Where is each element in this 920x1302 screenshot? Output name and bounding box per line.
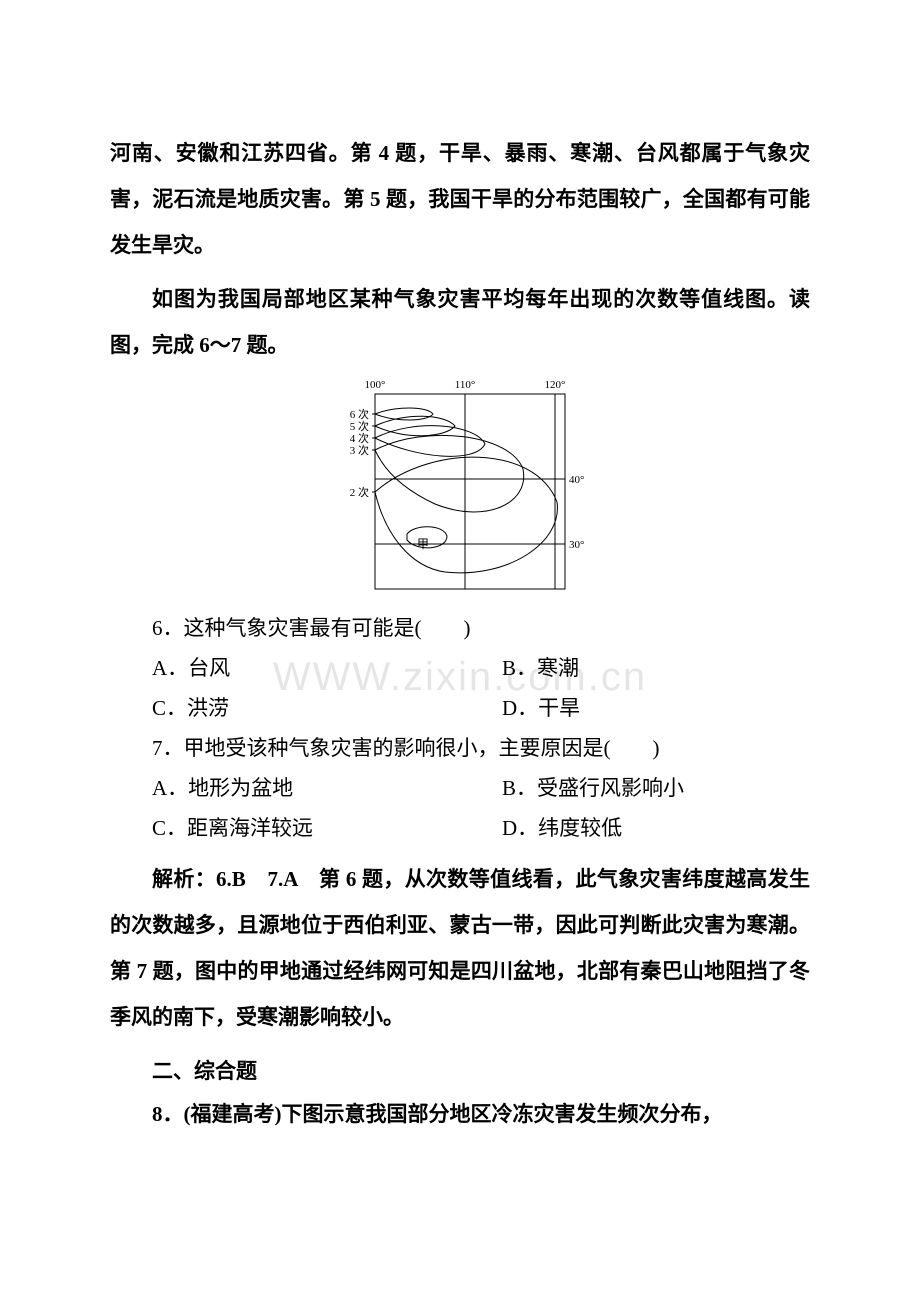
svg-text:5 次: 5 次: [350, 419, 369, 433]
q7-stem: 7．甲地受该种气象灾害的影响很小，主要原因是( ): [110, 728, 810, 768]
svg-text:4 次: 4 次: [350, 431, 369, 445]
q7-option-a: A．地形为盆地: [110, 768, 460, 808]
q7-options-row2: C．距离海洋较远 D．纬度较低: [110, 808, 810, 848]
svg-text:30°: 30°: [569, 539, 584, 551]
q6-options-row2: C．洪涝 D．干旱: [110, 688, 810, 728]
svg-text:2 次: 2 次: [350, 485, 369, 499]
q7-option-b: B．受盛行风影响小: [460, 768, 810, 808]
svg-text:100°: 100°: [365, 379, 386, 391]
q6-option-c: C．洪涝: [110, 688, 460, 728]
svg-text:110°: 110°: [455, 379, 476, 391]
section2-heading: 二、综合题: [110, 1048, 810, 1094]
svg-text:120°: 120°: [545, 379, 566, 391]
figure-container: 100° 110° 120° 40° 30° 6 次5 次4 次3 次 2 次甲: [110, 374, 810, 604]
q8-stem: 8．(福建高考)下图示意我国部分地区冷冻灾害发生频次分布，: [110, 1094, 810, 1134]
q7-options-row1: A．地形为盆地 B．受盛行风影响小: [110, 768, 810, 808]
q6-option-a: A．台风: [110, 648, 460, 688]
svg-text:3 次: 3 次: [350, 443, 369, 457]
q7-option-d: D．纬度较低: [460, 808, 810, 848]
q6-stem: 6．这种气象灾害最有可能是( ): [110, 608, 810, 648]
contour-map-figure: 100° 110° 120° 40° 30° 6 次5 次4 次3 次 2 次甲: [335, 374, 585, 599]
intro-para-2: 如图为我国局部地区某种气象灾害平均每年出现的次数等值线图。读图，完成 6～7 题…: [110, 276, 810, 368]
svg-text:甲: 甲: [417, 537, 429, 551]
q6-options-row1: A．台风 B．寒潮: [110, 648, 810, 688]
intro-para-1: 河南、安徽和江苏四省。第 4 题，干旱、暴雨、寒潮、台风都属于气象灾害，泥石流是…: [110, 130, 810, 268]
svg-text:6 次: 6 次: [350, 407, 369, 421]
q6-option-d: D．干旱: [460, 688, 810, 728]
svg-text:40°: 40°: [569, 474, 584, 486]
q6-option-b: B．寒潮: [460, 648, 810, 688]
analysis-para: 解析：6.B 7.A 第 6 题，从次数等值线看，此气象灾害纬度越高发生的次数越…: [110, 856, 810, 1040]
q7-option-c: C．距离海洋较远: [110, 808, 460, 848]
